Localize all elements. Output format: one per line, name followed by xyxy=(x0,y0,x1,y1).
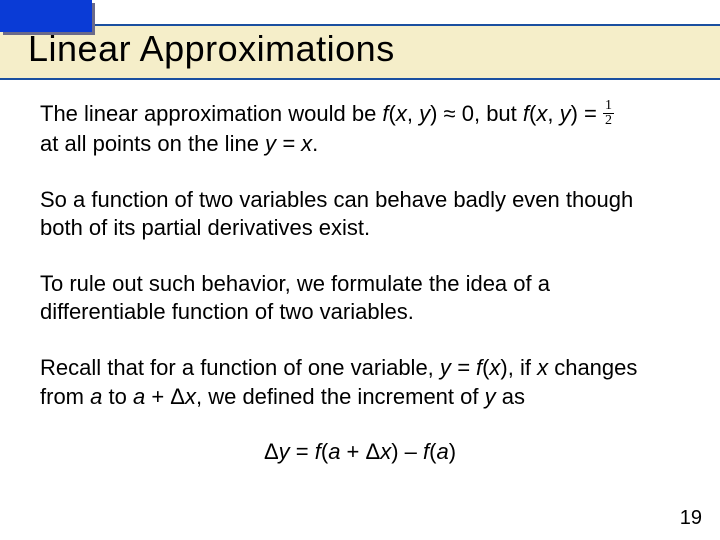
eq-dy: Δy xyxy=(264,439,290,464)
p4-d: to xyxy=(102,384,133,409)
p4-a: Recall that for a function of one variab… xyxy=(40,355,440,380)
eq-plus: + Δ xyxy=(340,439,380,464)
eq-close: ) – xyxy=(391,439,423,464)
p1-approx: ≈ 0, but xyxy=(437,101,522,126)
increment-equation: Δy = f(a + Δx) – f(a) xyxy=(40,439,680,465)
p4-b: , if xyxy=(508,355,537,380)
p4-y: y xyxy=(485,384,496,409)
p4-x: x xyxy=(537,355,548,380)
p1-text-b: at all points on the line xyxy=(40,131,265,156)
slide-content: The linear approximation would be f(x, y… xyxy=(40,100,680,465)
p4-e: + Δ xyxy=(145,384,185,409)
fraction-den: 2 xyxy=(603,114,614,128)
eq-a2: a xyxy=(436,439,448,464)
p1-args2: (x, y) xyxy=(529,101,578,126)
eq-x: x xyxy=(380,439,391,464)
eq-mid: = xyxy=(290,439,315,464)
paragraph-1: The linear approximation would be f(x, y… xyxy=(40,100,680,158)
p4-yfx: y = f xyxy=(440,355,482,380)
p1-eq: = xyxy=(578,101,603,126)
p1-args: (x, y) xyxy=(389,101,438,126)
p1-period: . xyxy=(312,131,318,156)
eq-a: a xyxy=(328,439,340,464)
p1-yx: y = x xyxy=(265,131,312,156)
p4-f: , we defined the increment of xyxy=(196,384,485,409)
p4-a-var: a xyxy=(90,384,102,409)
paragraph-4: Recall that for a function of one variab… xyxy=(40,354,680,410)
p4-g: as xyxy=(496,384,525,409)
page-number: 19 xyxy=(680,507,702,530)
p1-text-a: The linear approximation would be xyxy=(40,101,382,126)
p4-x2: x xyxy=(185,384,196,409)
fraction-one-half: 12 xyxy=(603,99,614,128)
p4-paren: (x) xyxy=(482,355,508,380)
page-title: Linear Approximations xyxy=(28,28,395,70)
eq-close2: ) xyxy=(449,439,456,464)
p4-a2: a xyxy=(133,384,145,409)
paragraph-2: So a function of two variables can behav… xyxy=(40,186,680,242)
paragraph-3: To rule out such behavior, we formulate … xyxy=(40,270,680,326)
fraction-num: 1 xyxy=(603,99,614,114)
